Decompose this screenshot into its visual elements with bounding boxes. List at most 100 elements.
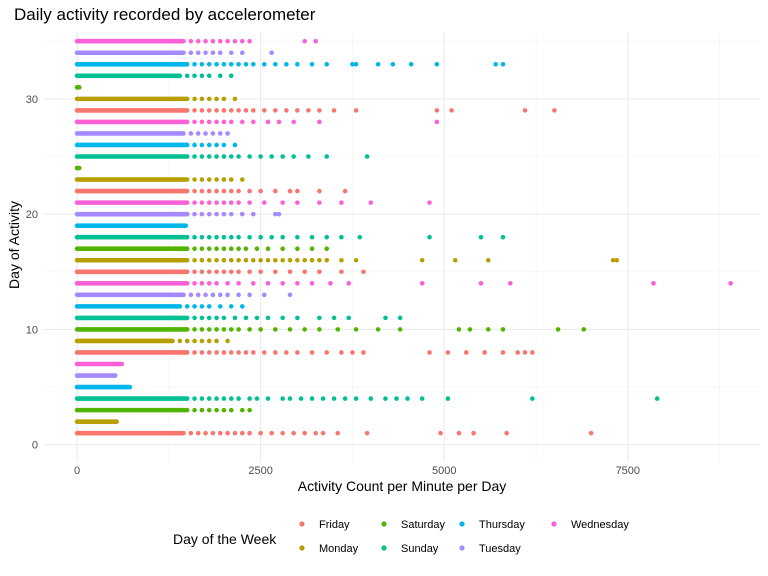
data-point (280, 257, 285, 263)
data-point (313, 430, 319, 436)
data-point (552, 108, 557, 113)
data-point (482, 350, 487, 355)
data-point (214, 211, 219, 217)
data-point (247, 407, 252, 413)
day-row-14 (74, 281, 733, 286)
data-point (397, 315, 403, 321)
data-point (199, 246, 205, 252)
y-tick-label: 10 (26, 324, 38, 336)
data-point (188, 292, 194, 298)
data-point (221, 327, 227, 332)
data-point (265, 119, 271, 125)
data-point (188, 38, 194, 44)
data-point (276, 119, 282, 125)
day-row-33 (74, 61, 506, 67)
data-point (228, 200, 234, 205)
data-point (192, 269, 197, 275)
data-point (280, 396, 285, 401)
data-point (214, 269, 219, 275)
data-point (228, 407, 234, 413)
data-point (199, 396, 205, 401)
data-point (383, 396, 388, 401)
data-point (445, 396, 451, 401)
data-point (192, 142, 197, 148)
data-point (221, 257, 227, 263)
data-point (445, 350, 451, 355)
data-point (206, 350, 212, 355)
y-tick-label: 20 (26, 209, 38, 221)
data-point (236, 281, 241, 286)
data-point (239, 38, 245, 44)
data-point (225, 292, 230, 298)
data-point (350, 350, 355, 355)
data-point (438, 430, 443, 436)
data-point (228, 188, 234, 194)
data-point (434, 108, 440, 113)
legend-entry-thursday: Thursday (459, 519, 525, 531)
data-point (302, 257, 307, 263)
data-point (295, 108, 300, 113)
y-tick-label: 0 (32, 440, 38, 452)
data-point (250, 108, 256, 113)
data-point (317, 257, 322, 263)
ticks-layer: 0 2500 5000 7500 0 10 20 30 (26, 94, 640, 477)
data-point (199, 281, 205, 286)
legend-title: Day of the Week (173, 531, 277, 547)
day-row-10 (74, 327, 587, 332)
day-row-4 (74, 396, 660, 401)
data-point (273, 188, 278, 194)
data-point (228, 246, 234, 252)
day-row-27 (74, 131, 230, 136)
data-point (239, 119, 245, 125)
data-point (265, 257, 271, 263)
data-point (236, 188, 241, 194)
data-point (199, 188, 205, 194)
data-point (273, 108, 278, 113)
legend-entry-monday: Monday (299, 543, 359, 555)
data-point (243, 61, 249, 67)
data-point (243, 108, 249, 113)
data-point (206, 281, 212, 286)
day-row-28 (74, 119, 440, 125)
day-row-1 (74, 430, 594, 436)
data-point (225, 338, 230, 344)
data-point (522, 108, 528, 113)
data-point (247, 269, 252, 275)
data-point (342, 188, 348, 194)
legend-label: Monday (319, 543, 359, 555)
data-point (199, 96, 205, 102)
data-point (188, 131, 194, 136)
data-point (287, 292, 293, 298)
legend-entry-wednesday: Wednesday (551, 519, 629, 531)
data-point (324, 154, 330, 159)
data-point (317, 188, 322, 194)
y-tick-label: 30 (26, 94, 38, 106)
data-point (214, 257, 219, 263)
data-point (217, 430, 223, 436)
data-point (214, 246, 219, 252)
data-point (214, 61, 219, 67)
data-point (243, 350, 249, 355)
data-point (302, 38, 307, 44)
data-point (364, 154, 370, 159)
data-point (199, 154, 205, 159)
data-point (192, 154, 197, 159)
x-tick-label: 5000 (432, 465, 456, 477)
data-point (184, 338, 190, 344)
data-point (228, 350, 234, 355)
data-point (427, 234, 432, 240)
data-point (280, 315, 285, 321)
data-point (192, 246, 197, 252)
data-point (247, 327, 252, 332)
data-point (317, 327, 322, 332)
day-row-34 (74, 50, 274, 56)
day-row-26 (74, 142, 238, 148)
data-point (206, 119, 212, 125)
data-point (284, 108, 289, 113)
data-point (225, 430, 230, 436)
data-point (508, 281, 513, 286)
data-point (217, 38, 223, 44)
data-point (206, 96, 212, 102)
data-point (405, 396, 410, 401)
data-point (383, 315, 388, 321)
